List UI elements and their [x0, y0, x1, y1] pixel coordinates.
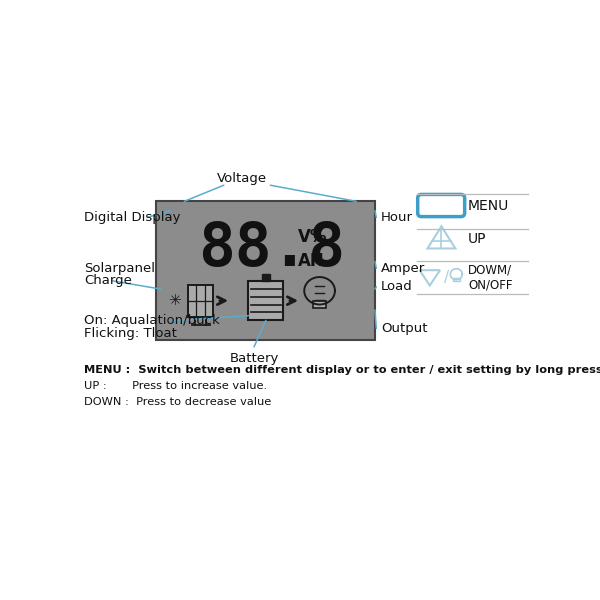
- Text: 88.8: 88.8: [198, 220, 345, 280]
- Bar: [262, 274, 270, 281]
- Text: Load: Load: [381, 280, 413, 293]
- Text: Battery: Battery: [229, 352, 279, 365]
- Text: Digital Display: Digital Display: [84, 211, 181, 224]
- Text: DOWM/
ON/OFF: DOWM/ ON/OFF: [468, 264, 512, 292]
- Text: Solarpanel: Solarpanel: [84, 262, 155, 275]
- Text: Voltage: Voltage: [217, 172, 268, 185]
- Text: UP: UP: [468, 232, 487, 246]
- Text: Output: Output: [381, 322, 427, 335]
- Polygon shape: [419, 270, 440, 286]
- Bar: [188, 284, 214, 317]
- FancyBboxPatch shape: [157, 202, 375, 340]
- Text: Hour: Hour: [381, 211, 413, 224]
- Text: V%: V%: [298, 228, 328, 246]
- Text: /: /: [445, 271, 449, 286]
- Text: AH: AH: [298, 253, 325, 271]
- Text: DOWN :  Press to decrease value: DOWN : Press to decrease value: [84, 397, 272, 407]
- Text: Charge: Charge: [84, 274, 132, 287]
- Text: UP :       Press to increase value.: UP : Press to increase value.: [84, 381, 268, 391]
- Bar: [453, 278, 460, 281]
- Text: MENU :  Switch between different display or to enter / exit setting by long pres: MENU : Switch between different display …: [84, 365, 600, 375]
- Text: On: Aqualation/buck: On: Aqualation/buck: [84, 314, 220, 327]
- FancyBboxPatch shape: [418, 194, 464, 217]
- Bar: [313, 301, 326, 308]
- Bar: [248, 281, 283, 320]
- Text: ✳: ✳: [167, 293, 181, 308]
- Text: Flicking: Tloat: Flicking: Tloat: [84, 326, 177, 340]
- Text: MENU: MENU: [468, 199, 509, 212]
- Text: Amper: Amper: [381, 262, 425, 275]
- Polygon shape: [427, 226, 455, 248]
